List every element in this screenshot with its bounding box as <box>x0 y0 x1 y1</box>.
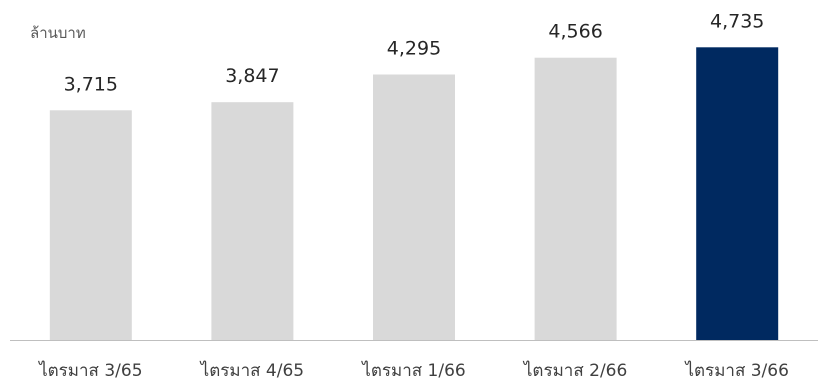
category-label-3: ไตรมาส 1/66 <box>360 360 465 381</box>
bar-4 <box>534 57 617 340</box>
category-label-5: ไตรมาส 3/66 <box>683 360 788 381</box>
category-label-1: ไตรมาส 3/65 <box>37 360 142 381</box>
category-label-4: ไตรมาส 2/66 <box>522 360 627 381</box>
value-label-4: 4,566 <box>548 21 602 43</box>
category-label-2: ไตรมาส 4/65 <box>199 360 304 381</box>
bar-5 <box>696 47 779 341</box>
unit-label: ล้านบาท <box>30 24 86 42</box>
value-labels-group: 3,715 3,847 4,295 4,566 4,735 <box>64 10 765 95</box>
value-label-3: 4,295 <box>387 38 441 60</box>
bar-3 <box>373 74 455 340</box>
value-label-5: 4,735 <box>710 10 764 32</box>
bars-group <box>49 47 779 341</box>
category-labels-group: ไตรมาส 3/65 ไตรมาส 4/65 ไตรมาส 1/66 ไตรมาส … <box>37 360 789 381</box>
bar-1 <box>49 110 132 340</box>
value-label-1: 3,715 <box>64 73 118 95</box>
bar-2 <box>211 102 294 340</box>
value-label-2: 3,847 <box>225 65 279 87</box>
